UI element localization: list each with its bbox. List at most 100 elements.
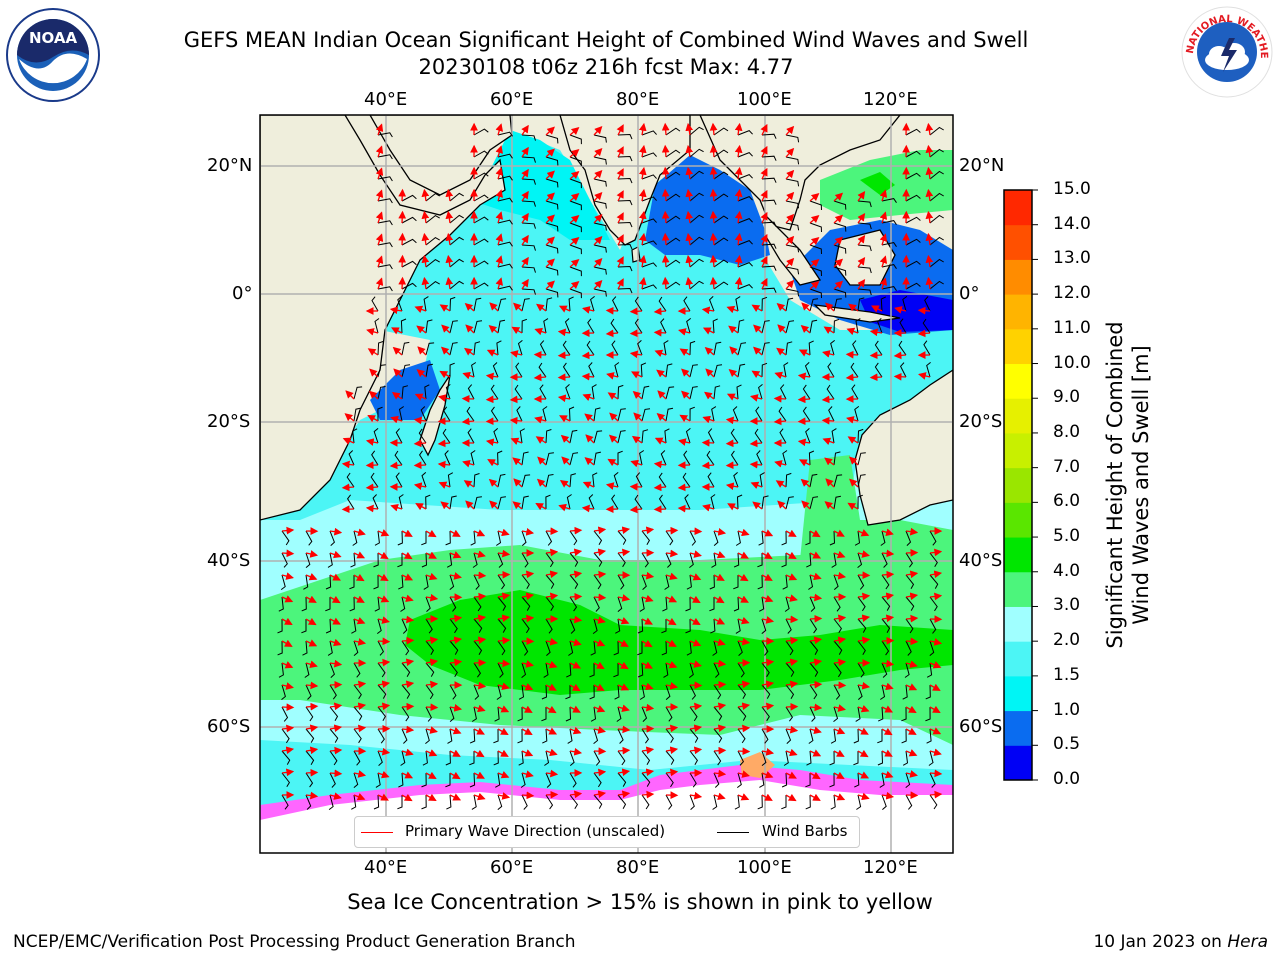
- lat-tick-right: 0°: [959, 283, 980, 304]
- colorbar-label-line1: Significant Height of Combined: [1103, 321, 1127, 649]
- wave-arrow: [929, 592, 943, 601]
- wind-barb: [665, 552, 672, 568]
- wave-arrow: [377, 529, 390, 537]
- wind-barb: [808, 450, 815, 466]
- wave-arrow: [473, 636, 487, 645]
- colorbar-segment: [1004, 224, 1032, 260]
- wave-arrow: [495, 145, 503, 158]
- wave-arrow: [713, 792, 726, 801]
- wave-arrow: [774, 371, 787, 380]
- wind-barb: [713, 259, 729, 268]
- wind-barb: [641, 240, 657, 246]
- wind-barb: [545, 574, 555, 589]
- wind-barb: [520, 772, 526, 788]
- wind-barb: [857, 618, 867, 633]
- wave-arrow: [857, 212, 866, 224]
- wind-barb: [905, 238, 921, 246]
- wave-arrow: [401, 658, 415, 667]
- wave-arrow: [393, 368, 403, 378]
- wave-arrow: [833, 280, 844, 290]
- wave-arrow: [281, 639, 293, 647]
- wind-barb: [833, 200, 847, 210]
- land-africa: [260, 115, 506, 521]
- wind-barb: [277, 618, 283, 634]
- wind-barb: [301, 619, 307, 634]
- wind-barb: [857, 662, 865, 678]
- wind-barb: [442, 428, 451, 444]
- wind-barb: [593, 552, 603, 567]
- wave-arrow: [521, 146, 529, 158]
- land-se-asia: [699, 115, 901, 231]
- wave-arrow: [557, 328, 571, 337]
- wind-barb: [566, 494, 572, 510]
- wave-arrow: [449, 704, 463, 712]
- wave-arrow: [879, 211, 888, 224]
- wave-arrow: [638, 122, 647, 136]
- ocean-southern-core: [405, 590, 953, 695]
- wind-barb: [833, 495, 841, 510]
- wave-arrow: [609, 412, 619, 422]
- wave-arrow: [929, 790, 943, 799]
- wave-arrow: [545, 727, 558, 735]
- wave-arrow: [425, 680, 439, 689]
- wind-barb: [808, 574, 814, 590]
- wind-barb: [881, 552, 888, 568]
- wave-arrow: [833, 236, 844, 246]
- wind-barb: [449, 684, 457, 700]
- wind-barb: [737, 152, 753, 158]
- wind-barb: [593, 200, 607, 209]
- wind-barb: [617, 574, 625, 590]
- lat-tick-right: 40°S: [959, 550, 1003, 571]
- wave-arrow: [513, 478, 523, 488]
- wind-barb: [329, 684, 337, 700]
- colorbar-segment: [1004, 259, 1032, 295]
- wind-barb: [497, 219, 513, 225]
- wind-barb: [371, 450, 379, 466]
- wind-barb: [833, 288, 847, 298]
- wave-arrow: [705, 368, 715, 378]
- wind-barb: [539, 340, 547, 356]
- wave-arrow: [489, 302, 499, 312]
- wind-barb: [781, 552, 787, 568]
- wave-arrow: [785, 169, 795, 180]
- wind-barb: [473, 473, 480, 488]
- wind-barb: [682, 472, 691, 488]
- colorbar-segment: [1004, 432, 1032, 469]
- wind-barb: [514, 384, 523, 400]
- wind-barb: [566, 662, 572, 678]
- wave-arrow: [473, 749, 485, 758]
- wave-arrow: [677, 504, 691, 513]
- wind-barb: [281, 772, 291, 788]
- wind-barb: [761, 750, 767, 766]
- wave-arrow: [281, 595, 294, 603]
- wind-barb: [497, 552, 504, 568]
- wave-arrow: [534, 416, 547, 424]
- wind-barb: [905, 618, 914, 634]
- wave-arrow: [617, 746, 631, 755]
- wave-arrow: [416, 325, 427, 334]
- wind-barb: [827, 362, 835, 378]
- wave-arrow: [824, 457, 835, 466]
- wave-arrow: [401, 771, 414, 779]
- wind-barb: [592, 472, 598, 488]
- wind-barb: [420, 406, 427, 422]
- wind-barb: [421, 472, 427, 488]
- wave-arrow: [681, 368, 691, 378]
- wind-barb: [712, 640, 718, 656]
- wave-arrow: [689, 595, 701, 604]
- wave-arrow: [377, 702, 391, 711]
- wind-barb: [377, 684, 387, 699]
- wind-barb: [617, 772, 627, 787]
- ocean-indonesia-deep: [860, 290, 953, 332]
- wind-barb: [737, 640, 743, 656]
- wave-arrow: [512, 457, 523, 466]
- wave-arrow: [509, 416, 523, 425]
- wind-barb: [497, 450, 503, 466]
- wind-barb: [521, 574, 530, 590]
- wave-arrow: [689, 702, 703, 711]
- wave-arrow: [725, 482, 739, 491]
- wind-barb: [375, 772, 381, 788]
- wave-arrow: [893, 351, 907, 360]
- wave-arrow: [702, 504, 715, 512]
- wind-barb: [688, 662, 694, 678]
